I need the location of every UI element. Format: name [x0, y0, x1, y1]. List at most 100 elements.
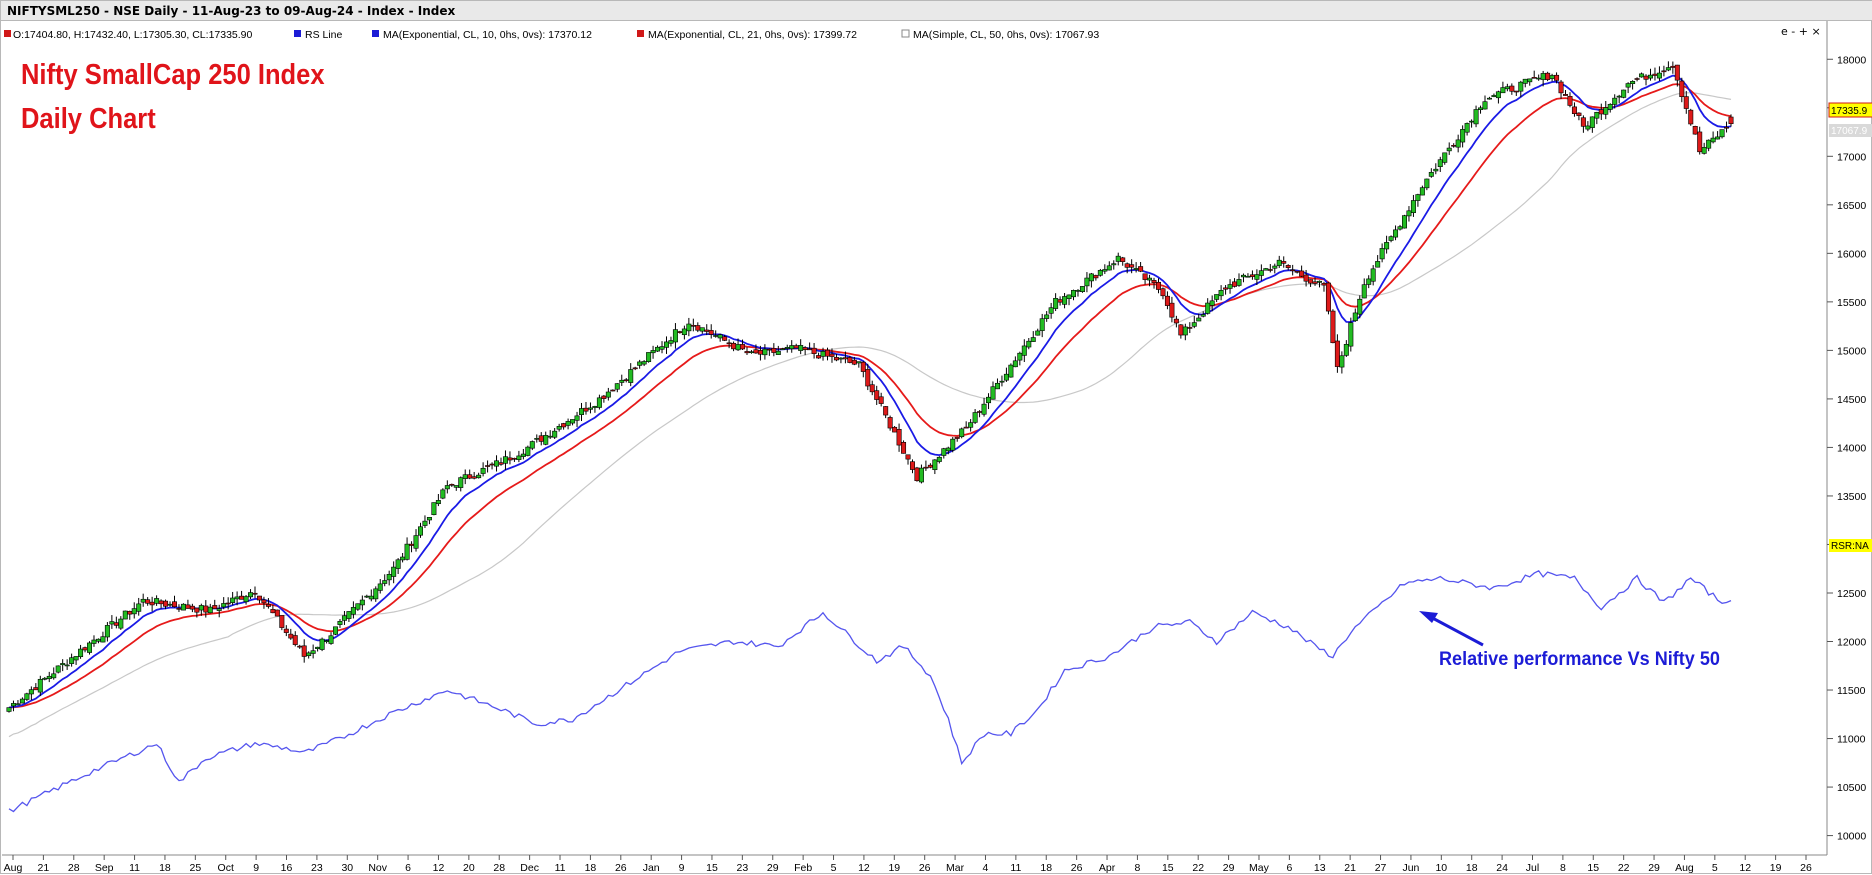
candle-body [426, 517, 432, 521]
candle-body [1688, 109, 1694, 125]
x-tick-label: 26 [919, 862, 931, 874]
candle-body [614, 383, 620, 390]
candle-body [1334, 340, 1340, 367]
x-tick-label: 19 [888, 862, 900, 874]
candle-body [1173, 318, 1179, 324]
candle-body [341, 615, 347, 621]
candle-body [337, 621, 343, 625]
candle-body [1710, 137, 1716, 143]
candle-body [766, 348, 772, 351]
candle-body [708, 330, 714, 335]
x-tick-label: 26 [1800, 862, 1812, 874]
candle-body [248, 592, 254, 598]
x-tick-label: 26 [615, 862, 627, 874]
candle-body [690, 325, 696, 327]
x-tick-label: Feb [794, 862, 812, 874]
y-tick-label: 10500 [1837, 782, 1866, 794]
candle-body [292, 635, 298, 645]
x-tick-label: Nov [368, 862, 387, 874]
candle-body [1102, 269, 1108, 272]
candle-body [1308, 279, 1314, 284]
candle-body [1142, 273, 1148, 280]
candle-body [762, 348, 768, 356]
candle-body [1084, 277, 1090, 287]
candle-body [149, 601, 155, 606]
candle-body [1464, 123, 1470, 133]
candle-body [695, 325, 701, 331]
candle-body [95, 638, 101, 642]
candle-body [650, 350, 656, 354]
candle-body [1692, 125, 1698, 135]
x-tick-label: 21 [38, 862, 50, 874]
candle-body [1415, 194, 1421, 201]
x-tick-label: 15 [706, 862, 718, 874]
candle-body [1706, 139, 1712, 149]
candle-body [918, 467, 924, 483]
candle-body [681, 328, 687, 336]
candle-body [1491, 95, 1497, 97]
candle-body [1048, 307, 1054, 314]
candle-body [1169, 302, 1175, 318]
candle-body [431, 502, 437, 516]
candle-body [203, 605, 209, 613]
candle-body [239, 595, 245, 600]
candle-body [753, 349, 759, 354]
window-titlebar[interactable]: NIFTYSML250 - NSE Daily - 11-Aug-23 to 0… [1, 1, 1872, 21]
candle-body [1536, 77, 1542, 80]
rsr-tag: RSR:NA [1831, 541, 1869, 552]
candle-body [1352, 312, 1358, 322]
ma50-tag: 17067.9 [1831, 126, 1868, 137]
candle-body [176, 608, 182, 610]
price-chart[interactable]: 1000010500110001150012000125001300013500… [1, 21, 1872, 875]
x-tick-label: 29 [767, 862, 779, 874]
candle-body [1549, 75, 1555, 79]
candle-body [400, 556, 406, 561]
candle-body [1661, 70, 1667, 73]
candle-body [279, 615, 285, 628]
candle-body [623, 379, 629, 381]
x-tick-label: 27 [1375, 862, 1387, 874]
candle-body [1518, 81, 1524, 92]
x-tick-label: 10 [1435, 862, 1447, 874]
candle-body [1388, 236, 1394, 241]
candle-body [1500, 87, 1506, 94]
candle-body [1683, 96, 1689, 109]
candle-body [1218, 290, 1224, 297]
candle-body [1724, 126, 1730, 129]
candle-body [301, 645, 307, 657]
candle-body [225, 602, 231, 605]
candle-body [1039, 318, 1045, 331]
candle-body [1455, 139, 1461, 148]
candle-body [744, 351, 750, 354]
candle-body [847, 357, 853, 363]
candle-body [820, 351, 826, 357]
ma50-tag-bg [1829, 124, 1872, 137]
candle-body [596, 397, 602, 408]
sma50-line [8, 92, 1732, 738]
candle-body [1160, 288, 1166, 297]
candle-body [104, 625, 110, 638]
y-tick-label: 10000 [1837, 831, 1866, 843]
candle-body [771, 348, 777, 353]
candle-body [319, 638, 325, 650]
candle-body [1478, 107, 1484, 110]
candle-body [1223, 287, 1229, 290]
x-tick-label: 25 [189, 862, 201, 874]
candle-body [1670, 65, 1676, 68]
candle-body [757, 350, 763, 355]
candle-body [118, 618, 124, 629]
x-tick-label: 8 [1560, 862, 1566, 874]
candle-body [878, 396, 884, 404]
candle-body [704, 329, 710, 332]
candle-body [1469, 120, 1475, 123]
candle-body [185, 604, 191, 609]
candle-body [1643, 75, 1649, 80]
candle-body [1616, 95, 1622, 98]
candle-body [333, 626, 339, 635]
x-tick-label: 12 [433, 862, 445, 874]
candle-body [140, 598, 146, 603]
candle-body [435, 500, 441, 505]
candle-body [100, 636, 106, 643]
window-controls[interactable]: e - + × [1781, 25, 1821, 38]
